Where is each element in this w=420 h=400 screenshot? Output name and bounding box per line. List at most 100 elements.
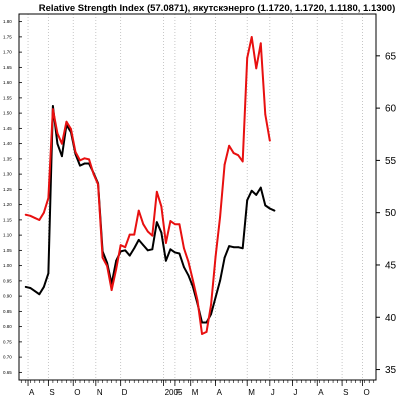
data-point-series-0 bbox=[210, 313, 212, 316]
data-point-series-0 bbox=[205, 321, 208, 324]
left-axis-tick-label: 1.35 bbox=[3, 156, 12, 161]
data-point-series-0 bbox=[178, 252, 181, 255]
data-point-series-0 bbox=[250, 189, 253, 192]
data-point-series-1 bbox=[192, 279, 194, 282]
left-axis-tick-label: 0.90 bbox=[3, 294, 12, 299]
data-point-series-0 bbox=[115, 259, 118, 262]
data-point-series-0 bbox=[151, 248, 154, 251]
bottom-axis-label: S bbox=[49, 388, 54, 397]
data-point-series-1 bbox=[241, 160, 244, 163]
data-point-series-1 bbox=[219, 215, 221, 218]
data-point-series-1 bbox=[160, 205, 163, 208]
data-point-series-1 bbox=[178, 223, 181, 226]
data-point-series-1 bbox=[151, 234, 154, 237]
left-axis-tick-label: 1.05 bbox=[3, 248, 12, 253]
data-point-series-1 bbox=[259, 42, 262, 45]
left-axis-tick-label: 1.15 bbox=[3, 217, 12, 222]
bottom-axis-label: M bbox=[192, 388, 199, 397]
series-line-1 bbox=[24, 36, 271, 335]
data-point-series-1 bbox=[223, 163, 226, 166]
data-point-series-1 bbox=[201, 333, 203, 335]
data-point-series-1 bbox=[169, 220, 172, 222]
left-axis-tick-label: 0.80 bbox=[3, 324, 12, 329]
data-point-series-1 bbox=[232, 152, 235, 154]
series-layer bbox=[24, 36, 276, 335]
data-point-series-1 bbox=[246, 57, 249, 59]
data-point-series-1 bbox=[255, 67, 258, 70]
left-axis-tick-label: 1.80 bbox=[3, 19, 12, 24]
data-point-series-0 bbox=[201, 321, 203, 324]
data-point-series-1 bbox=[268, 139, 271, 142]
data-point-series-0 bbox=[124, 249, 127, 252]
data-point-series-1 bbox=[79, 159, 81, 162]
bottom-axis-label: A bbox=[29, 388, 35, 397]
data-point-series-1 bbox=[106, 265, 109, 267]
grid-lines bbox=[27, 14, 363, 380]
data-point-series-1 bbox=[164, 242, 167, 244]
left-axis-tick-label: 1.00 bbox=[3, 263, 12, 268]
data-point-series-1 bbox=[115, 268, 118, 271]
data-point-series-1 bbox=[38, 219, 41, 221]
left-axis-tick-label: 1.30 bbox=[3, 172, 12, 177]
data-point-series-0 bbox=[246, 199, 249, 202]
data-point-series-0 bbox=[160, 231, 163, 234]
bottom-axis-label: J bbox=[293, 388, 297, 397]
data-point-series-0 bbox=[146, 249, 149, 252]
data-point-series-0 bbox=[33, 290, 36, 293]
bottom-axis-label: F bbox=[176, 388, 181, 397]
data-point-series-1 bbox=[56, 132, 59, 135]
data-point-series-0 bbox=[137, 238, 140, 241]
data-point-series-1 bbox=[70, 128, 72, 130]
data-point-series-1 bbox=[137, 209, 140, 212]
data-point-series-0 bbox=[187, 274, 190, 277]
bottom-axis-label: 2005 bbox=[165, 388, 183, 397]
left-axis-tick-label: 1.55 bbox=[3, 95, 12, 100]
left-axis-tick-label: 1.65 bbox=[3, 65, 12, 70]
bottom-axis-label: S bbox=[343, 388, 348, 397]
data-point-series-1 bbox=[187, 260, 190, 263]
right-axis-tick-label: 65 bbox=[385, 51, 397, 62]
right-axis-tick-label: 40 bbox=[385, 313, 397, 324]
bottom-axis-label: N bbox=[97, 388, 103, 397]
data-point-series-0 bbox=[214, 296, 217, 299]
data-point-series-1 bbox=[155, 190, 158, 193]
data-point-series-0 bbox=[79, 164, 81, 167]
right-axis-tick-label: 50 bbox=[385, 208, 397, 219]
data-point-series-0 bbox=[142, 244, 145, 247]
data-point-series-0 bbox=[174, 251, 176, 254]
left-axis-tick-label: 1.70 bbox=[3, 50, 12, 55]
data-point-series-0 bbox=[47, 272, 50, 275]
data-point-series-1 bbox=[42, 211, 45, 214]
data-point-series-0 bbox=[83, 162, 86, 165]
data-point-series-0 bbox=[51, 105, 54, 107]
data-point-series-1 bbox=[83, 157, 86, 160]
left-axis-tick-label: 0.70 bbox=[3, 355, 12, 360]
data-point-series-1 bbox=[74, 151, 77, 153]
data-point-series-0 bbox=[38, 293, 41, 296]
bottom-axis-label: O bbox=[74, 388, 80, 397]
left-axis-tick-label: 1.25 bbox=[3, 187, 12, 192]
left-axis-tick-label: 1.10 bbox=[3, 233, 12, 238]
left-axis-tick-label: 1.50 bbox=[3, 111, 12, 116]
data-point-series-0 bbox=[241, 247, 244, 250]
data-point-series-0 bbox=[183, 266, 185, 268]
data-point-series-1 bbox=[24, 213, 27, 216]
bottom-axis-label: D bbox=[122, 388, 128, 397]
left-axis-tick-label: 0.75 bbox=[3, 339, 12, 344]
data-point-series-1 bbox=[51, 108, 54, 111]
left-axis-tick-label: 0.65 bbox=[3, 370, 12, 375]
data-point-series-0 bbox=[61, 155, 63, 158]
bottom-axis-label: M bbox=[248, 388, 255, 397]
data-point-series-1 bbox=[119, 244, 122, 247]
axes: 0.65 0.70 0.75 0.80 0.85 0.90 0.95 1.00 1.05 1.10… bbox=[3, 13, 397, 397]
left-axis-tick-label: 1.60 bbox=[3, 80, 12, 85]
data-point-series-1 bbox=[101, 256, 104, 259]
data-point-series-1 bbox=[33, 217, 36, 219]
left-axis-tick-label: 1.75 bbox=[3, 34, 12, 39]
data-point-series-1 bbox=[133, 233, 136, 236]
data-point-series-0 bbox=[237, 246, 240, 249]
data-point-series-0 bbox=[56, 142, 59, 145]
data-point-series-0 bbox=[128, 254, 131, 257]
left-axis-tick-label: 1.20 bbox=[3, 202, 12, 207]
